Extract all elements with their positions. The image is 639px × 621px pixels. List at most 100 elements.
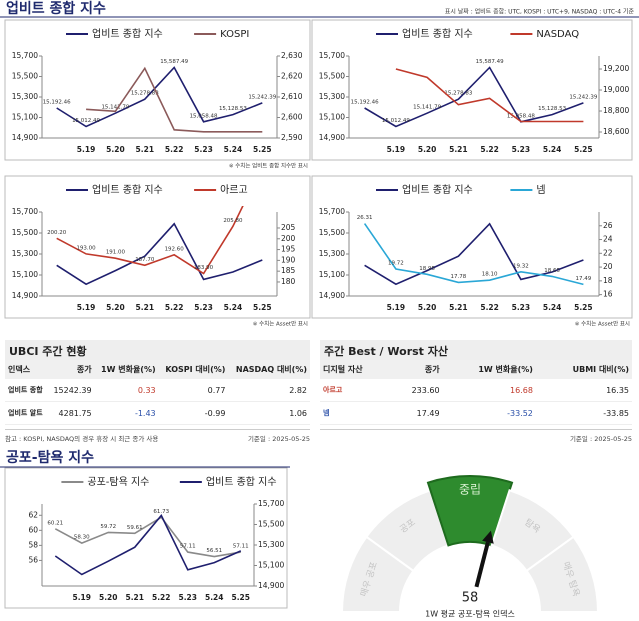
y-tick-label: 58 [28,540,38,549]
series-line [395,68,584,123]
chart-note: ※ 수치는 Asset만 표시 [253,320,308,328]
column-header: 1W 변화율(%) [94,360,159,379]
value-label: 15,192.46 [43,100,71,106]
series-line [54,516,241,558]
column-header: UBMI 대비(%) [535,360,632,379]
series-line [86,66,263,133]
y2-tick-label: 26 [603,221,613,230]
table-cell: 0.77 [158,379,229,402]
note: 참고 : KOSPI, NASDAQ의 경우 휴장 시 최근 종가 사용 [5,435,159,443]
gauge-band [426,475,514,547]
y2-tick-label: 24 [603,235,613,244]
legend-label: 업비트 종합 지수 [402,183,473,196]
x-tick-label: 5.21 [449,145,468,154]
table-cell: 233.60 [390,379,443,402]
series-line [54,514,242,576]
y-tick-label: 15,500 [319,228,345,237]
y2-tick-label: 15,500 [258,520,284,529]
x-tick-label: 5.25 [574,303,593,312]
x-tick-label: 5.19 [77,145,96,154]
column-header: 1W 변화율(%) [442,360,536,379]
x-tick-label: 5.25 [253,145,272,154]
value-label: 200.20 [47,230,67,236]
legend-label: 업비트 종합 지수 [92,27,163,40]
value-label: 18.95 [419,266,435,272]
column-header: 종가 [47,360,95,379]
value-label: 57.11 [233,544,249,550]
table-cell: 아르고 [320,379,391,402]
legend-label: 넴 [536,184,545,196]
y-tick-label: 15,100 [12,270,38,279]
y2-tick-label: 20 [603,262,613,271]
ubci-table: 인덱스 종가 1W 변화율(%) KOSPI 대비(%) NASDAQ 대비(%) 업비트… [5,360,310,425]
y2-tick-label: 18,800 [603,106,629,115]
value-label: 15,278.83 [131,91,159,97]
section-title: 공포-탐욕 지수 [6,449,94,466]
x-tick-label: 5.19 [387,303,406,312]
value-label: 205.80 [223,218,243,224]
value-label: 57.11 [180,544,196,550]
x-tick-label: 5.24 [224,303,243,312]
x-tick-label: 5.23 [194,303,213,312]
table-cell: -1.43 [94,401,159,425]
column-header: 종가 [390,360,443,379]
value-label: 17.78 [451,274,467,280]
table-row: 넴 17.49 -33.52 -33.85 [320,401,632,425]
value-label: 15,242.39 [248,94,276,100]
value-label: 26.31 [357,215,373,221]
y2-tick-label: 14,900 [258,581,284,590]
y2-tick-label: 200 [281,234,296,243]
gauge-needle [474,541,490,588]
value-label: 18.10 [482,272,498,278]
x-tick-label: 5.24 [205,593,224,602]
table-cell: -33.52 [442,401,536,425]
y2-tick-label: 15,300 [258,540,284,549]
footer: 기준일 : 2025-05-25 [320,429,632,443]
series-line [56,222,263,286]
best-worst-section: 주간 Best / Worst 자산 디지털 자산 종가 1W 변화율(%) UBMI… [320,340,632,443]
legend-label: KOSPI [220,29,249,40]
y2-tick-label: 2,590 [281,133,303,142]
x-tick-label: 5.25 [574,145,593,154]
table-cell: -33.85 [535,401,632,425]
chart-frame [4,175,311,319]
y2-tick-label: 205 [281,223,296,232]
y2-tick-label: 2,610 [281,92,303,101]
value-label: 15,128.53 [219,106,247,112]
y-tick-label: 14,900 [12,133,38,142]
y2-tick-label: 19,200 [603,64,629,73]
y-tick-label: 15,700 [319,51,345,60]
x-tick-label: 5.22 [165,145,184,154]
table-row: 업비트 종합 15242.39 0.33 0.77 2.82 [5,379,310,402]
y2-tick-label: 15,100 [258,561,284,570]
value-label: 15,192.46 [351,100,379,106]
y2-tick-label: 195 [281,245,296,254]
y-tick-label: 15,300 [12,92,38,101]
y2-tick-label: 185 [281,266,296,275]
x-tick-label: 5.20 [418,303,437,312]
y-tick-label: 15,300 [319,249,345,258]
y2-tick-label: 18,600 [603,127,629,136]
y-tick-label: 14,900 [319,291,345,300]
value-label: 15,141.79 [413,105,441,111]
value-label: 191.00 [106,250,126,256]
value-label: 15,058.48 [190,113,218,119]
x-tick-label: 5.23 [512,145,531,154]
table-cell: 1.06 [228,401,310,425]
y-tick-label: 62 [28,510,38,519]
legend-label: NASDAQ [536,29,579,40]
x-tick-label: 5.22 [480,145,499,154]
value-label: 15,242.39 [569,94,597,100]
value-label: 59.72 [100,524,116,530]
chart-note: ※ 수치는 업비트 종합 지수만 표시 [229,162,308,170]
x-tick-label: 5.24 [543,303,562,312]
y-tick-label: 56 [28,555,38,564]
x-tick-label: 5.19 [77,303,96,312]
value-label: 60.21 [47,520,63,526]
table-cell: -0.99 [158,401,229,425]
series-line [364,222,584,286]
value-label: 19.72 [388,261,404,267]
chart-frame [4,467,288,609]
chart-note: ※ 수치는 Asset만 표시 [575,320,630,328]
value-label: 15,587.49 [160,59,188,65]
